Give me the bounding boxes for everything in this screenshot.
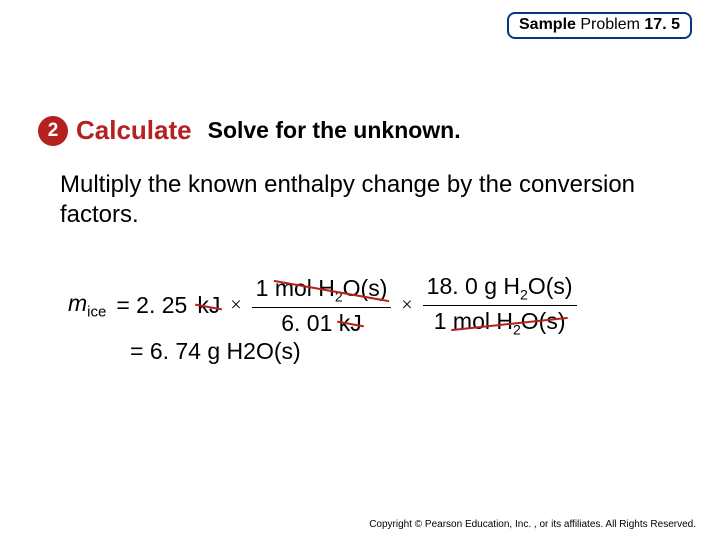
- lhs-sub: ice: [87, 304, 106, 321]
- f1-den-val: 6. 01: [281, 310, 332, 336]
- unit-kj-cancelled: kJ: [197, 292, 220, 319]
- fraction-2-denominator: 1 mol H2O(s): [430, 307, 570, 339]
- fraction-1-denominator: 6. 01 kJ: [277, 309, 366, 338]
- step-subtitle: Solve for the unknown.: [208, 117, 461, 144]
- equals-value: = 2. 25: [116, 292, 187, 319]
- f1-num-1: 1: [256, 275, 269, 301]
- result-a: = 6. 74 g H: [130, 338, 243, 364]
- header-sample: Sample: [519, 16, 576, 33]
- f1-num-unit-cancelled: mol H2O(s): [275, 274, 388, 306]
- f2-den-1: 1: [434, 308, 447, 334]
- times-1: ×: [230, 294, 241, 317]
- step-number: 2: [48, 120, 59, 142]
- header-problem: Problem: [580, 16, 640, 33]
- fraction-bar: [423, 305, 577, 306]
- equation: mice = 2. 25 kJ × 1 mol H2O(s) 6. 01 kJ …: [68, 272, 577, 339]
- f1-num-mol: mol H: [275, 275, 335, 301]
- fraction-2: 18. 0 g H2O(s) 1 mol H2O(s): [423, 272, 577, 339]
- header-number: 17. 5: [644, 16, 680, 33]
- instruction-text: Multiply the known enthalpy change by th…: [60, 170, 680, 230]
- f2-num-sub2: 2: [520, 287, 528, 303]
- step-title: Calculate: [76, 115, 192, 146]
- times-2: ×: [401, 294, 412, 317]
- fraction-2-numerator: 18. 0 g H2O(s): [423, 272, 577, 304]
- step-number-badge: 2: [38, 116, 68, 146]
- f2-num-val: 18. 0 g H: [427, 273, 520, 299]
- result-sub2: 2: [243, 338, 256, 364]
- fraction-1: 1 mol H2O(s) 6. 01 kJ: [252, 274, 392, 338]
- result-b: O(s): [256, 338, 301, 364]
- fraction-1-numerator: 1 mol H2O(s): [252, 274, 392, 306]
- step-row: 2 Calculate Solve for the unknown.: [38, 115, 461, 146]
- f1-den-unit-cancelled: kJ: [339, 309, 362, 338]
- lhs: mice: [68, 290, 106, 321]
- f2-num-os: O(s): [528, 273, 573, 299]
- f2-den-mol: mol H: [453, 308, 513, 334]
- f2-den-unit-cancelled: mol H2O(s): [453, 307, 566, 339]
- result: = 6. 74 g H2O(s): [130, 338, 301, 365]
- copyright-text: Copyright © Pearson Education, Inc. , or…: [369, 519, 696, 530]
- sample-problem-badge: Sample Problem 17. 5: [507, 12, 692, 39]
- lhs-var: m: [68, 290, 87, 316]
- fraction-bar: [252, 307, 392, 308]
